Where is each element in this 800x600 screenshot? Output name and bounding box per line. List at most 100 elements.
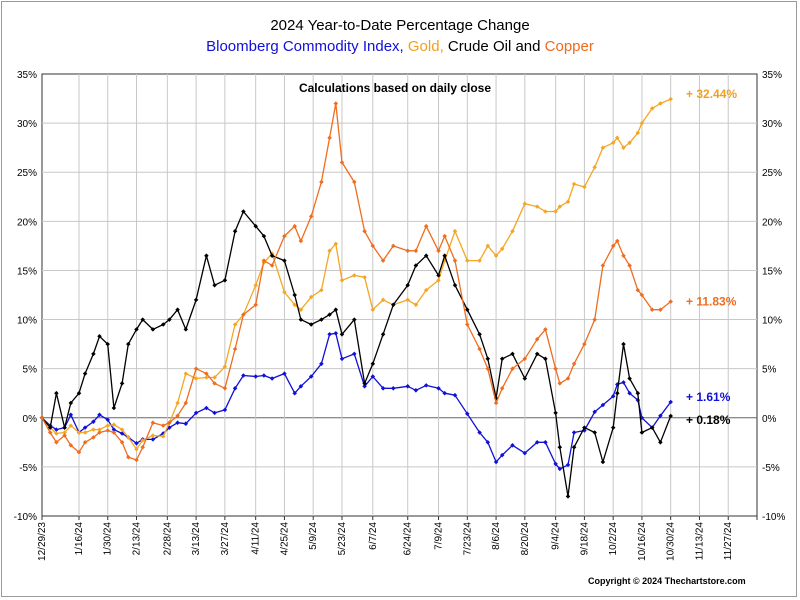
data-point-bloomberg-commodity-index xyxy=(465,411,470,417)
data-point-crude-oil xyxy=(534,351,540,357)
data-point-bloomberg-commodity-index xyxy=(658,413,663,419)
data-point-copper xyxy=(557,381,563,386)
y-tick-label-right: -5% xyxy=(762,463,780,474)
data-point-crude-oil xyxy=(423,253,429,258)
data-point-bloomberg-commodity-index xyxy=(380,386,386,391)
data-point-gold xyxy=(292,302,297,308)
data-point-copper xyxy=(175,413,180,419)
data-point-copper xyxy=(292,223,297,229)
data-point-bloomberg-commodity-index xyxy=(610,393,616,399)
data-point-gold xyxy=(485,243,491,249)
data-point-bloomberg-commodity-index xyxy=(621,380,626,385)
data-point-copper xyxy=(639,292,645,298)
data-point-crude-oil xyxy=(183,327,189,332)
data-point-crude-oil xyxy=(362,381,367,386)
data-point-copper xyxy=(592,317,597,322)
x-tick-label: 9/4/24 xyxy=(551,522,562,550)
data-point-gold xyxy=(126,435,131,440)
end-label-copper: + 11.83% xyxy=(686,295,737,309)
x-tick-label: 3/27/24 xyxy=(220,522,231,556)
data-point-crude-oil xyxy=(485,356,491,362)
data-point-gold xyxy=(452,228,458,234)
data-point-copper xyxy=(658,307,663,312)
data-point-copper xyxy=(54,440,59,445)
data-point-gold xyxy=(380,297,386,303)
data-point-crude-oil xyxy=(269,253,275,258)
data-point-gold xyxy=(308,294,314,300)
y-tick-label-left: 5% xyxy=(23,365,38,376)
data-point-crude-oil xyxy=(380,332,386,337)
copyright-notice: Copyright © 2024 Thechartstore.com xyxy=(588,576,746,586)
y-tick-label-left: 0% xyxy=(23,414,38,425)
data-point-crude-oil xyxy=(553,410,558,416)
data-point-copper xyxy=(499,386,505,391)
x-tick-label: 3/13/24 xyxy=(191,522,202,556)
data-point-bloomberg-commodity-index xyxy=(452,392,458,398)
data-point-crude-oil xyxy=(370,361,376,367)
data-point-crude-oil xyxy=(477,332,482,337)
data-point-crude-oil xyxy=(465,307,470,312)
data-point-bloomberg-commodity-index xyxy=(308,374,314,379)
subtitle-copper: Copper xyxy=(544,38,594,55)
data-point-bloomberg-commodity-index xyxy=(442,390,447,396)
x-tick-label: 10/2/24 xyxy=(608,522,619,556)
data-point-gold xyxy=(68,423,74,428)
y-tick-label-left: 25% xyxy=(17,168,37,179)
data-point-copper xyxy=(232,346,238,352)
x-tick-label: 1/16/24 xyxy=(74,522,85,556)
data-point-bloomberg-commodity-index xyxy=(668,399,673,405)
chart-subtitle: Bloomberg Commodity Index, Gold, Crude O… xyxy=(0,38,800,55)
data-point-crude-oil xyxy=(610,425,616,430)
grid-layer xyxy=(41,73,758,517)
x-tick-label: 1/30/24 xyxy=(103,522,114,556)
data-point-bloomberg-commodity-index xyxy=(423,383,429,388)
data-point-crude-oil xyxy=(635,390,641,396)
label-layer: + 1.61% + 32.44% + 0.18% + 11.83% xyxy=(686,87,737,427)
data-point-crude-oil xyxy=(339,332,345,337)
data-point-crude-oil xyxy=(658,440,663,445)
data-point-copper xyxy=(465,322,470,327)
end-label-bloomberg-commodity-index: + 1.61% xyxy=(686,390,731,404)
x-tick-label: 10/30/24 xyxy=(666,522,677,561)
data-point-gold xyxy=(352,273,357,278)
data-point-bloomberg-commodity-index xyxy=(405,384,410,389)
x-tick-label: 7/9/24 xyxy=(434,522,445,550)
subtitle-bcom: Bloomberg Commodity Index, xyxy=(206,38,404,55)
data-point-bloomberg-commodity-index xyxy=(477,430,482,435)
x-tick-label: 2/28/24 xyxy=(162,522,173,556)
subtitle-crude: Crude Oil and xyxy=(447,38,541,55)
data-point-bloomberg-commodity-index xyxy=(193,410,199,416)
data-point-copper xyxy=(553,366,558,371)
data-point-bloomberg-commodity-index xyxy=(362,384,367,389)
data-point-crude-oil xyxy=(615,390,620,396)
data-point-crude-oil xyxy=(621,341,626,347)
data-point-bloomberg-commodity-index xyxy=(134,441,139,446)
data-point-bloomberg-commodity-index xyxy=(565,462,571,468)
data-point-crude-oil xyxy=(126,341,131,347)
x-tick-label: 11/27/24 xyxy=(723,522,734,561)
data-point-copper xyxy=(565,376,571,381)
data-point-bloomberg-commodity-index xyxy=(298,384,304,389)
data-point-copper xyxy=(600,263,606,268)
data-point-copper xyxy=(253,302,258,308)
x-tick-label: 2/13/24 xyxy=(132,522,143,556)
data-point-crude-oil xyxy=(600,459,606,465)
end-label-gold: + 32.44% xyxy=(686,87,737,101)
data-point-gold xyxy=(362,275,367,280)
data-point-bloomberg-commodity-index xyxy=(370,374,376,379)
data-point-copper xyxy=(485,366,491,371)
data-point-copper xyxy=(370,243,376,249)
x-tick-label: 7/23/24 xyxy=(462,522,473,556)
y-tick-label-right: 20% xyxy=(762,217,782,228)
data-point-crude-oil xyxy=(327,312,332,317)
data-point-copper xyxy=(380,258,386,263)
data-point-crude-oil xyxy=(298,317,304,322)
data-point-gold xyxy=(319,287,324,293)
data-point-crude-oil xyxy=(565,494,571,499)
data-point-copper xyxy=(333,101,339,106)
data-point-bloomberg-commodity-index xyxy=(68,412,74,418)
data-point-crude-oil xyxy=(452,282,458,288)
y-tick-label-right: 15% xyxy=(762,266,782,277)
data-point-gold xyxy=(298,307,304,312)
data-point-bloomberg-commodity-index xyxy=(534,440,540,445)
